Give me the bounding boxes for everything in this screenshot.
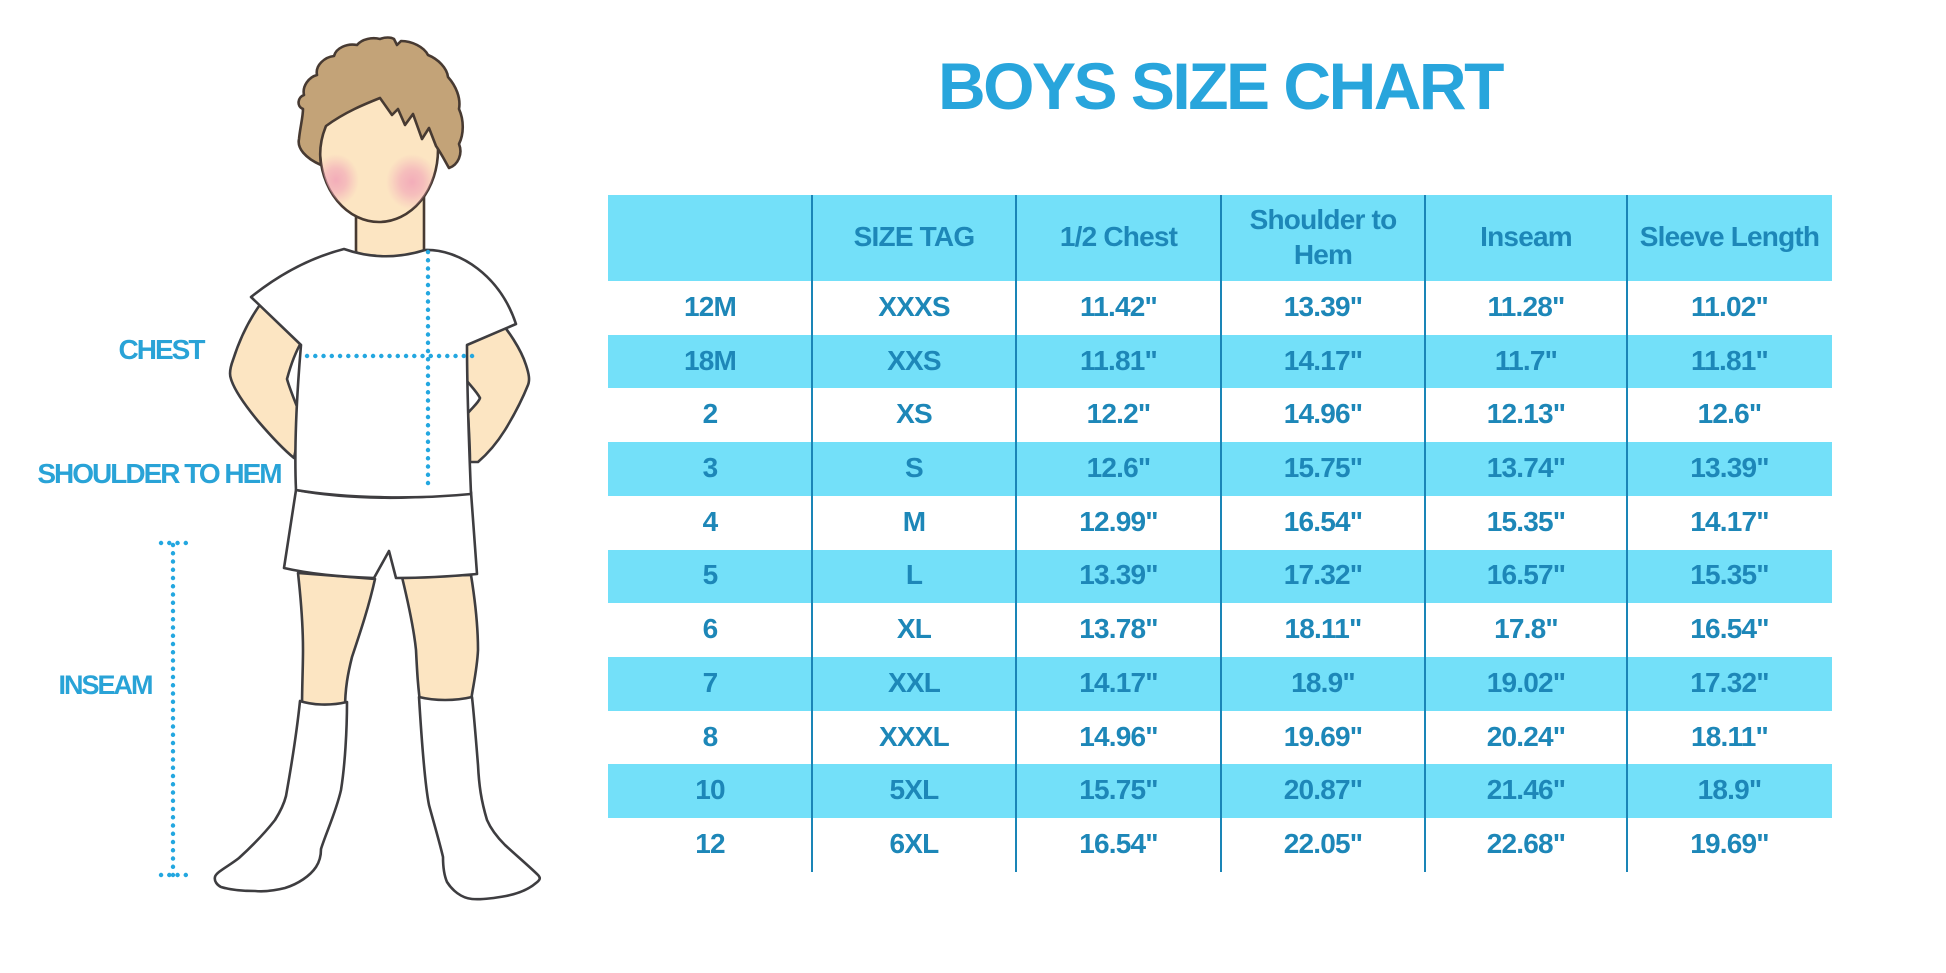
svg-text:SHOULDER TO HEM: SHOULDER TO HEM <box>37 458 281 489</box>
svg-text:CHEST: CHEST <box>119 334 206 365</box>
svg-text:INSEAM: INSEAM <box>58 670 152 700</box>
